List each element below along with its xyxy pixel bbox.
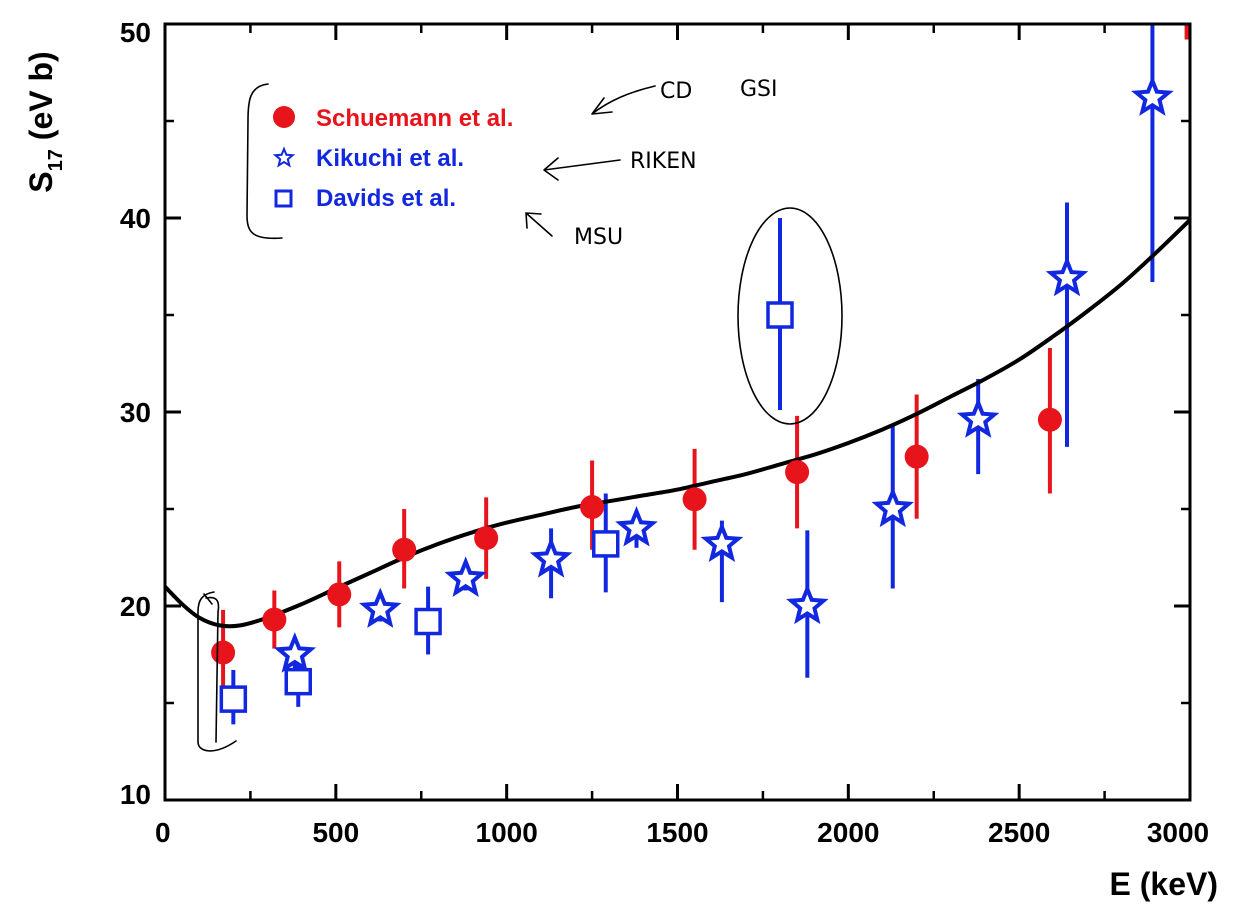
y-axis-title-sub: 17 <box>45 149 67 171</box>
data-point-circle <box>785 460 810 485</box>
y-tick-label: 30 <box>120 397 151 428</box>
y-tick-label: 20 <box>120 591 151 622</box>
x-tick-label: 3000 <box>1147 817 1209 848</box>
circled-point <box>737 207 843 425</box>
axis-ticks <box>165 24 1190 800</box>
legend-label-kikuchi: Kikuchi et al. <box>316 145 464 172</box>
x-tick-labels: 0 500 1000 1500 2000 2500 3000 <box>155 817 1209 848</box>
data-point-star <box>700 521 744 563</box>
data-point-circle <box>474 526 499 551</box>
legend-label-schuemann: Schuemann et al. <box>316 105 513 132</box>
data-point-square <box>219 685 248 713</box>
legend-marker-schuemann <box>273 106 295 128</box>
data-point-star <box>444 556 487 597</box>
y-tick-labels: 10 20 30 40 50 <box>120 17 151 810</box>
x-tick-label: 2500 <box>988 817 1050 848</box>
data-point-square <box>414 607 442 636</box>
data-point-circle <box>682 487 707 512</box>
note-riken: RIKEN <box>630 149 697 174</box>
y-axis-title-main: S <box>23 171 59 192</box>
data-point-circle <box>1037 407 1062 432</box>
data-point-circle <box>904 444 929 469</box>
data-point-square <box>766 301 794 329</box>
data-point-star <box>871 486 914 528</box>
data-point-star <box>1045 255 1089 297</box>
legend-bracket <box>246 83 283 240</box>
data-point-circle <box>392 537 417 562</box>
data-point-star <box>529 537 573 578</box>
y-tick-label: 50 <box>120 17 151 48</box>
legend-marker-davids <box>274 189 293 208</box>
data-point-circle <box>580 495 605 520</box>
x-tick-label: 1000 <box>476 817 538 848</box>
data-point-circle <box>211 640 236 665</box>
arrow-msu <box>525 212 553 237</box>
low-energy-bracket <box>197 591 237 752</box>
x-tick-label: 1500 <box>646 817 708 848</box>
data-point-star <box>273 632 317 673</box>
data-point-circle <box>262 607 287 632</box>
legend-marker-kikuchi <box>272 146 296 168</box>
note-msu: MSU <box>574 225 623 250</box>
data-point-square <box>284 667 312 696</box>
y-axis-title-unit: (eV b) <box>23 51 59 149</box>
data-point-star <box>359 587 402 628</box>
data-point-star <box>956 397 1000 438</box>
data-point-circle <box>327 582 352 607</box>
data-point-square <box>592 530 620 558</box>
x-tick-label: 0 <box>155 817 171 848</box>
x-tick-label: 500 <box>312 817 359 848</box>
x-axis-title: E (keV) <box>1110 866 1218 902</box>
y-axis-title: S17 (eV b) <box>23 51 67 192</box>
data-point-star <box>1131 75 1174 116</box>
arrow-riken <box>543 157 621 181</box>
legend-label-davids: Davids et al. <box>316 185 456 212</box>
data-point-star <box>615 506 658 547</box>
legend: Schuemann et al. Kikuchi et al. Davids e… <box>272 105 513 212</box>
arrow-cd <box>591 85 656 115</box>
handwritten-annotations: CD GSI RIKEN MSU <box>197 77 843 752</box>
note-gsi: GSI <box>740 77 778 102</box>
data-markers <box>211 75 1174 713</box>
note-cd: CD <box>660 79 692 104</box>
data-point-star <box>786 583 829 625</box>
x-tick-label: 2000 <box>817 817 879 848</box>
y-tick-label: 40 <box>120 203 151 234</box>
y-tick-label: 10 <box>120 779 151 810</box>
